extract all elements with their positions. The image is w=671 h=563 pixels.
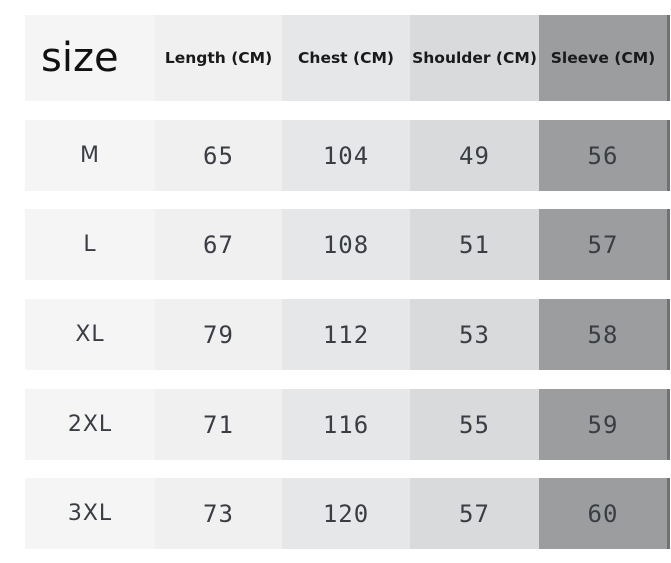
cell-size: M bbox=[25, 120, 155, 191]
header-chest: Chest (CM) bbox=[282, 15, 410, 101]
cell-length: 71 bbox=[155, 389, 282, 460]
cell-shoulder: 55 bbox=[410, 389, 539, 460]
cell-length: 73 bbox=[155, 478, 282, 549]
cell-chest: 104 bbox=[282, 120, 410, 191]
table-row: 2XL 71 116 55 59 bbox=[25, 389, 670, 460]
cell-sleeve: 60 bbox=[539, 478, 670, 549]
table-row: L 67 108 51 57 bbox=[25, 209, 670, 280]
cell-length: 67 bbox=[155, 209, 282, 280]
cell-size: 3XL bbox=[25, 478, 155, 549]
header-sleeve: Sleeve (CM) bbox=[539, 15, 670, 101]
cell-size: XL bbox=[25, 299, 155, 370]
cell-sleeve: 57 bbox=[539, 209, 670, 280]
cell-size: L bbox=[25, 209, 155, 280]
cell-sleeve: 56 bbox=[539, 120, 670, 191]
header-length: Length (CM) bbox=[155, 15, 282, 101]
cell-sleeve: 58 bbox=[539, 299, 670, 370]
header-shoulder: Shoulder (CM) bbox=[410, 15, 539, 101]
cell-chest: 112 bbox=[282, 299, 410, 370]
cell-chest: 108 bbox=[282, 209, 410, 280]
cell-length: 79 bbox=[155, 299, 282, 370]
table-row: 3XL 73 120 57 60 bbox=[25, 478, 670, 549]
table-row: M 65 104 49 56 bbox=[25, 120, 670, 191]
header-size: size bbox=[25, 15, 155, 101]
cell-shoulder: 53 bbox=[410, 299, 539, 370]
cell-shoulder: 49 bbox=[410, 120, 539, 191]
size-table-header: size Length (CM) Chest (CM) Shoulder (CM… bbox=[25, 15, 670, 101]
cell-chest: 120 bbox=[282, 478, 410, 549]
cell-chest: 116 bbox=[282, 389, 410, 460]
cell-shoulder: 57 bbox=[410, 478, 539, 549]
table-row: XL 79 112 53 58 bbox=[25, 299, 670, 370]
cell-sleeve: 59 bbox=[539, 389, 670, 460]
cell-length: 65 bbox=[155, 120, 282, 191]
cell-shoulder: 51 bbox=[410, 209, 539, 280]
cell-size: 2XL bbox=[25, 389, 155, 460]
